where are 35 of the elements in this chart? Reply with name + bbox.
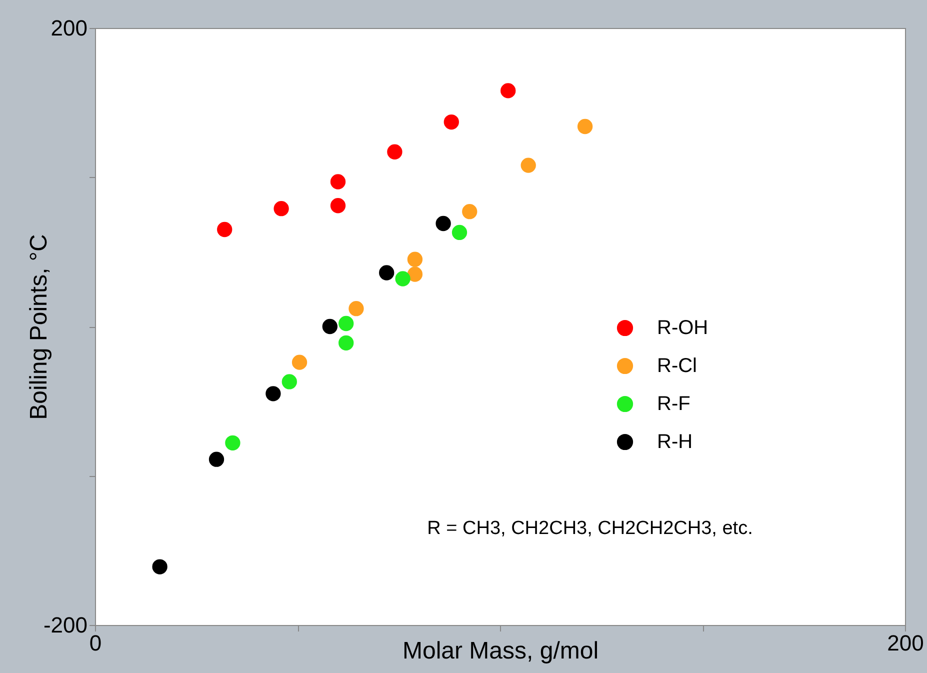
point bbox=[208, 452, 224, 467]
point bbox=[500, 83, 516, 98]
point bbox=[444, 114, 459, 130]
point bbox=[330, 198, 346, 214]
point bbox=[330, 174, 346, 190]
point bbox=[436, 216, 451, 232]
annotation: R = CH3, CH2CH3, CH2CH2CH3, etc. bbox=[427, 518, 753, 539]
x-tick-label: 0 bbox=[89, 630, 102, 656]
point bbox=[379, 265, 394, 280]
point bbox=[338, 335, 354, 350]
point bbox=[387, 144, 402, 160]
point bbox=[577, 118, 593, 134]
point bbox=[407, 266, 423, 282]
point bbox=[266, 386, 281, 402]
x-axis-title: Molar Mass, g/mol bbox=[402, 638, 599, 664]
legend-label: R-H bbox=[657, 431, 693, 453]
point bbox=[338, 316, 354, 332]
point bbox=[452, 224, 468, 240]
y-tick-label: -200 bbox=[43, 612, 88, 638]
point bbox=[348, 301, 364, 316]
point bbox=[274, 201, 289, 216]
legend-label: R-F bbox=[657, 393, 690, 415]
legend-label: R-OH bbox=[657, 317, 708, 339]
point bbox=[282, 374, 297, 390]
point bbox=[520, 158, 536, 173]
point bbox=[462, 204, 478, 220]
point bbox=[152, 559, 168, 574]
point bbox=[322, 318, 338, 334]
point bbox=[395, 271, 410, 286]
y-axis-title: Boiling Points, °C bbox=[25, 234, 52, 420]
point bbox=[407, 252, 423, 267]
point bbox=[217, 222, 232, 238]
point bbox=[225, 435, 240, 450]
legend-label: R-Cl bbox=[657, 355, 697, 377]
point bbox=[292, 354, 308, 370]
